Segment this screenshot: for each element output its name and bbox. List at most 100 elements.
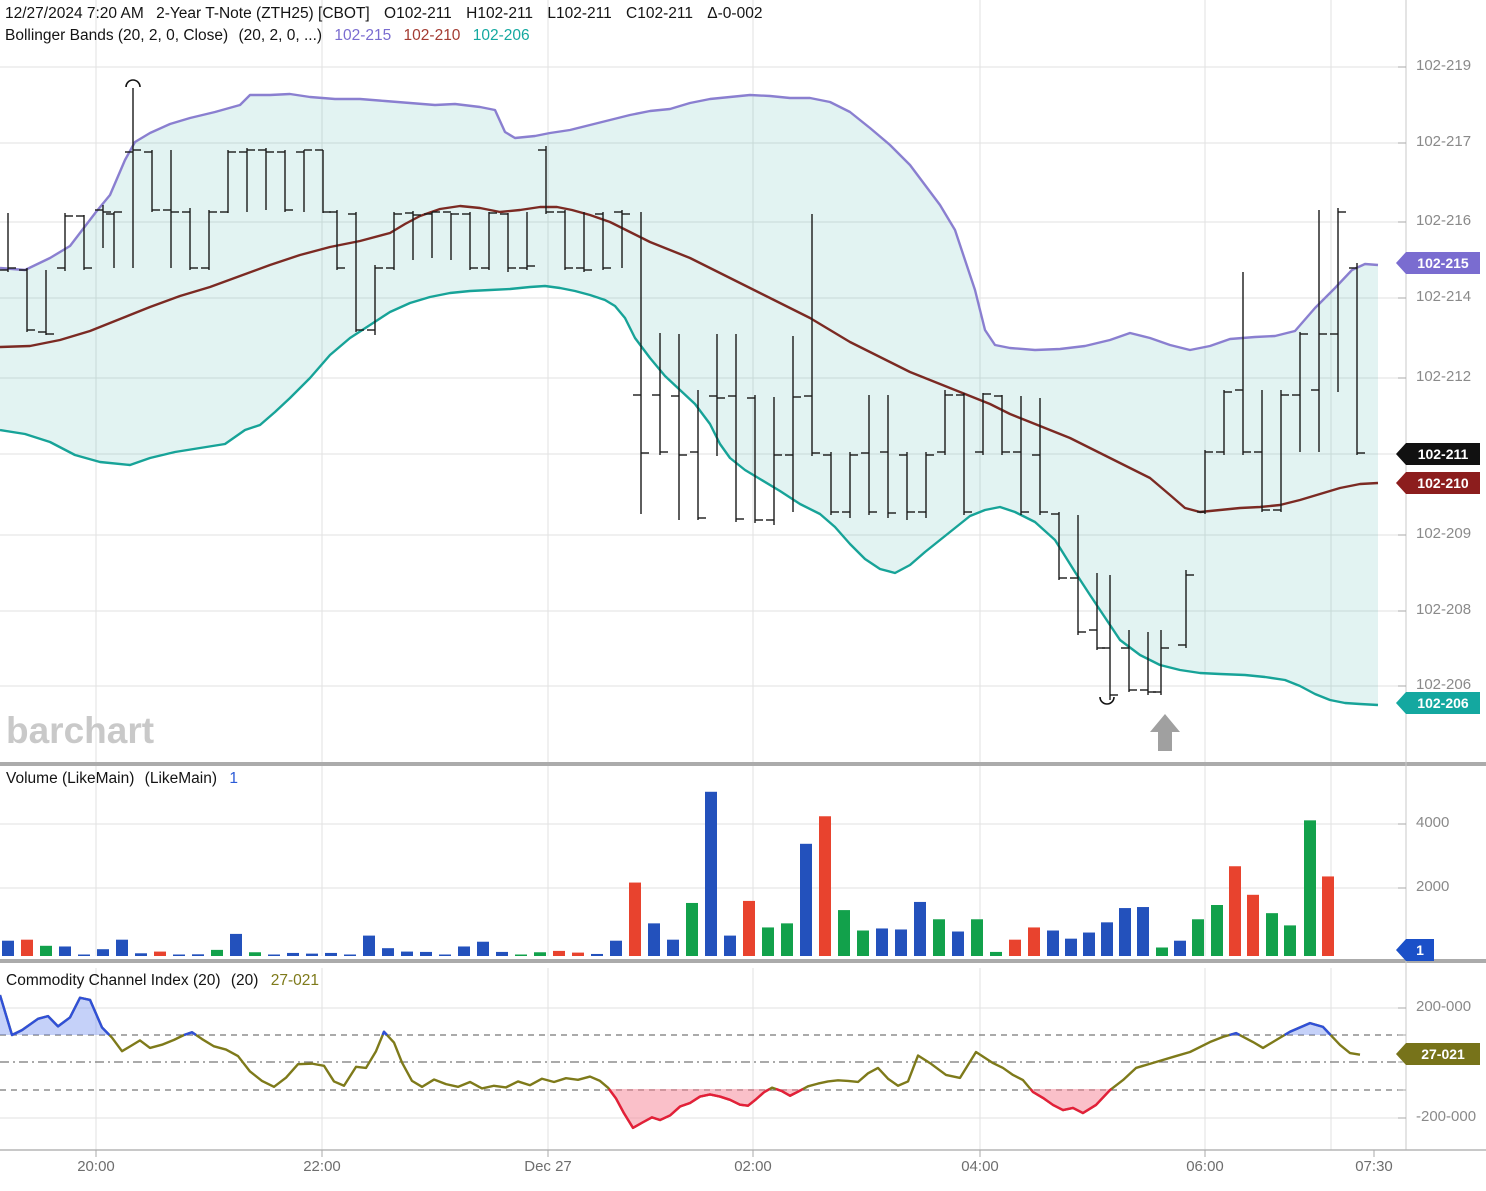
volume-bar (2, 940, 14, 956)
ohlc-bar (538, 146, 554, 214)
cci-overbought-fill (0, 995, 110, 1035)
volume-bar (1211, 905, 1223, 956)
ohlc-bar (182, 208, 198, 270)
ohlc-bar (918, 452, 934, 518)
ohlc-bar (201, 210, 217, 270)
panel-separator[interactable] (0, 762, 1486, 766)
ohlc-bar (785, 336, 801, 512)
volume-bar (401, 951, 413, 956)
ohlc-bar (1349, 263, 1365, 455)
volume-bar (800, 843, 812, 956)
ohlc-bar (1216, 390, 1232, 455)
volume-bar (876, 928, 888, 956)
ohlc-bar (239, 148, 255, 212)
bollinger-lower-value: 102-206 (472, 27, 530, 44)
volume-bar (287, 952, 299, 956)
volume-bar (610, 940, 622, 956)
volume-bar (1284, 925, 1296, 956)
ohlc-bar (1013, 396, 1029, 515)
bollinger-middle-line (0, 204, 1379, 514)
cci-overbought-line (1283, 1021, 1332, 1037)
time-axis-label: 02:00 (734, 1158, 772, 1175)
ohlc-bar (766, 397, 782, 525)
volume-bar (230, 933, 242, 956)
ohlc-bar (519, 212, 535, 270)
ohlc-bar (633, 212, 649, 514)
bollinger-label[interactable]: Bollinger Bands (20, 2, 0, Close) (5, 27, 229, 44)
ohlc-bar (38, 270, 54, 335)
arc-marker-icon (125, 79, 141, 88)
cci-oversold-fill (609, 1089, 770, 1128)
cci-oversold-line (775, 1087, 804, 1097)
price-axis-label: 102-219 (1416, 57, 1472, 74)
middle-band-badge: 102-210 (1396, 472, 1480, 494)
volume-bar (458, 946, 470, 956)
volume-params: (LikeMain) (144, 770, 218, 787)
lower-band-badge: 102-206 (1396, 692, 1480, 714)
ohlc-bar (0, 213, 16, 272)
price-axis-label: 102-217 (1416, 133, 1472, 150)
barchart-logo: barchart (6, 710, 155, 751)
price-axis-label: 102-212 (1416, 368, 1472, 385)
volume-label[interactable]: Volume (LikeMain) (6, 770, 135, 787)
ohlc-bar (1153, 630, 1169, 695)
volume-bar (1137, 907, 1149, 956)
volume-bar (40, 945, 52, 956)
volume-bar (743, 900, 755, 956)
ohlc-bar (690, 390, 706, 520)
ohlc-bar (747, 395, 763, 523)
panel-separator[interactable] (0, 959, 1486, 963)
volume-bar (952, 931, 964, 956)
quote-change: Δ-0-002 (707, 5, 763, 22)
quote-close: C102-211 (626, 5, 693, 22)
cci-overbought-line (183, 1031, 197, 1037)
volume-bar (363, 935, 375, 956)
ohlc-bar (1121, 630, 1137, 692)
volume-bar (268, 954, 280, 956)
ohlc-bar (652, 333, 668, 455)
volume-bar (1047, 930, 1059, 956)
volume-bar (249, 952, 261, 956)
volume-bar (705, 791, 717, 956)
cci-label[interactable]: Commodity Channel Index (20) (6, 972, 221, 989)
time-axis-label: 07:30 (1355, 1158, 1393, 1175)
volume-bar (1065, 938, 1077, 956)
volume-bar (591, 953, 603, 956)
volume-bar (781, 923, 793, 956)
volume-bar (629, 882, 641, 956)
ohlc-bar (557, 210, 573, 270)
bollinger-header: Bollinger Bands (20, 2, 0, Close) (20, 2… (5, 27, 530, 45)
bollinger-upper-value: 102-215 (334, 27, 392, 44)
ohlc-bar (880, 395, 896, 518)
cci-overbought-line (381, 1030, 388, 1036)
volume-bar (173, 954, 185, 956)
ohlc-bar (277, 150, 293, 212)
volume-bar (21, 939, 33, 956)
volume-bar (477, 941, 489, 956)
ohlc-bar (500, 213, 516, 272)
volume-badge: 1 (1396, 939, 1434, 961)
time-axis-label: 20:00 (77, 1158, 115, 1175)
symbol-title: 2-Year T-Note (ZTH25) [CBOT] (156, 5, 370, 22)
ohlc-bar (125, 88, 141, 268)
ohlc-bar (481, 212, 497, 270)
ohlc-bar (576, 212, 592, 272)
price-axis-label: 102-209 (1416, 525, 1472, 542)
volume-bar (819, 816, 831, 956)
cci-overbought-line (1229, 1031, 1241, 1037)
volume-bar (534, 952, 546, 956)
volume-bar (1119, 908, 1131, 956)
volume-bar (382, 948, 394, 956)
time-axis-label: Dec 27 (524, 1158, 572, 1175)
ohlc-bar (220, 150, 236, 213)
ohlc-bar (163, 150, 179, 268)
ohlc-bar (329, 210, 345, 270)
ohlc-bar (709, 334, 725, 456)
upper-band-badge: 102-215 (1396, 252, 1480, 274)
price-axis-label: 102-206 (1416, 676, 1472, 693)
volume-bar (1304, 820, 1316, 956)
volume-axis-label: 2000 (1416, 878, 1450, 895)
volume-bar (990, 951, 1002, 956)
ohlc-bar (1070, 515, 1086, 635)
